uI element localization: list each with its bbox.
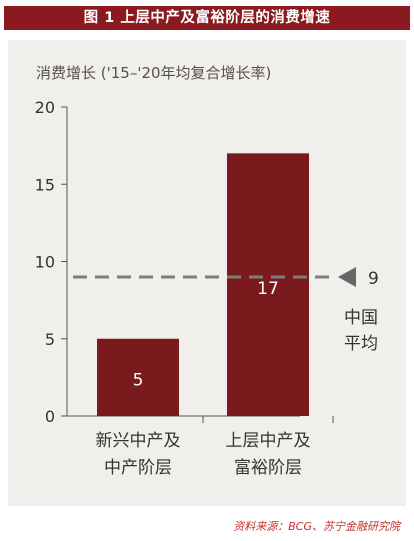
y-tick-label: 20 (35, 98, 55, 117)
bar-data-label: 5 (133, 370, 144, 390)
reference-annotation: 中国 (344, 308, 378, 328)
y-tick-label: 5 (45, 330, 55, 349)
reference-annotation: 平均 (344, 334, 378, 354)
bar-data-label: 17 (257, 279, 279, 299)
reference-arrow-icon (338, 266, 356, 287)
x-category-label: 中产阶层 (104, 458, 172, 478)
reference-value-label: 9 (368, 269, 379, 289)
x-category-label: 富裕阶层 (234, 458, 302, 478)
source-note: 资料来源：BCG、苏宁金融研究院 (233, 520, 400, 533)
bar (97, 338, 179, 416)
figure-title: 图 1 上层中产及富裕阶层的消费增速 (4, 6, 410, 30)
y-tick-label: 0 (45, 407, 55, 426)
y-axis-label: 消费增长 ('15–'20年均复合增长率) (36, 64, 272, 82)
x-category-label: 上层中产及 (226, 431, 311, 451)
chart-panel (8, 40, 406, 506)
y-tick-label: 10 (35, 253, 55, 272)
y-tick-label: 15 (35, 175, 55, 194)
bar (227, 153, 309, 416)
x-category-label: 新兴中产及 (96, 431, 181, 451)
